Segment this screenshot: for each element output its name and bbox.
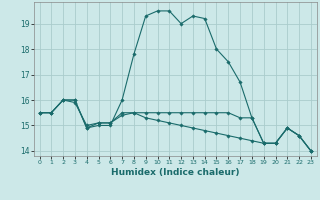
X-axis label: Humidex (Indice chaleur): Humidex (Indice chaleur): [111, 168, 239, 177]
